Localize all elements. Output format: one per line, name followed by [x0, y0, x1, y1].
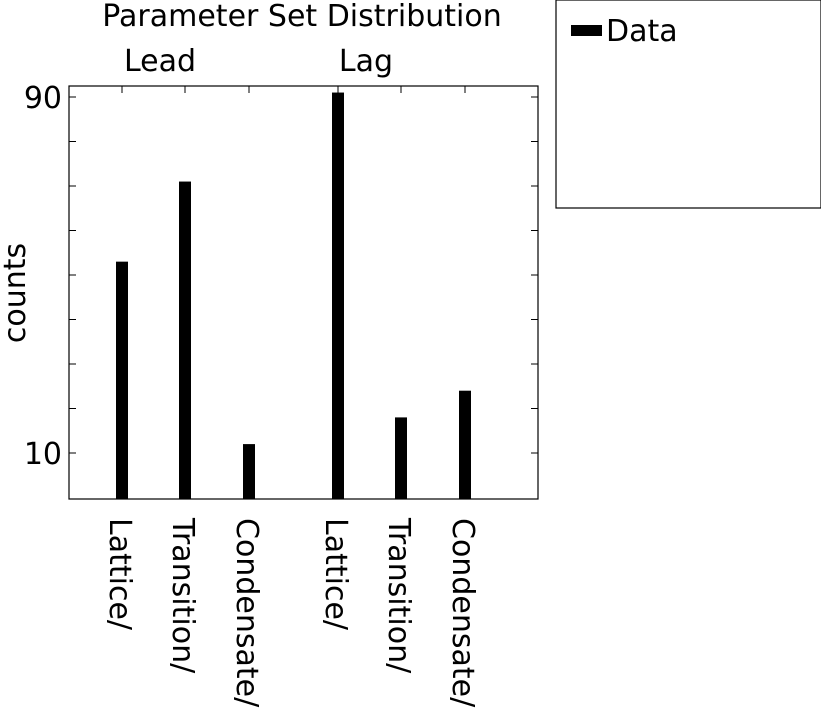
bar: [459, 390, 471, 499]
plot-frame: [68, 85, 539, 500]
tick-layer: [69, 86, 538, 499]
y-tick-label: 90: [24, 81, 62, 116]
bar: [243, 444, 255, 499]
x-tick-label: Condensate/: [445, 518, 480, 708]
bar: [332, 92, 344, 500]
x-tick-label-layer: Lattice/Transition/Condensate/Lattice/Tr…: [102, 517, 480, 708]
x-tick-label: Transition/: [381, 517, 416, 674]
x-tick-label: Lattice/: [102, 518, 137, 631]
y-tick-label: 10: [24, 437, 62, 472]
bar-layer: [116, 92, 471, 500]
x-tick-label: Lattice/: [318, 518, 353, 631]
x-tick-label: Transition/: [165, 517, 200, 674]
chart-title: Parameter Set Distribution: [102, 0, 501, 34]
bar: [116, 261, 128, 499]
x-tick-label: Condensate/: [229, 518, 264, 708]
group-label-lag: Lag: [339, 44, 393, 79]
bar: [395, 417, 407, 499]
group-label-lead: Lead: [124, 44, 196, 79]
legend-swatch: [571, 25, 602, 36]
legend-label-data: Data: [606, 14, 678, 49]
y-axis-label: counts: [0, 243, 33, 343]
y-tick-label-layer: 10 90: [24, 81, 62, 472]
bar: [179, 181, 191, 500]
